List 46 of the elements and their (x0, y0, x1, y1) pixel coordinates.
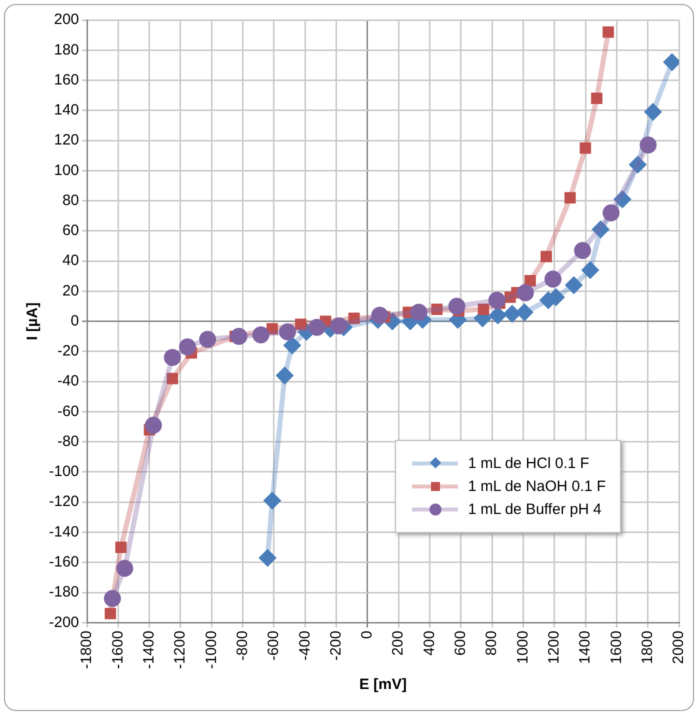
legend-label: 1 mL de Buffer pH 4 (468, 501, 602, 518)
x-tick-label: 1200 (546, 630, 563, 664)
x-tick-label: 200 (390, 630, 407, 656)
y-tick-label: 60 (62, 222, 80, 240)
y-tick-label: -80 (57, 432, 80, 450)
x-tick-label: -800 (234, 630, 251, 661)
y-tick-label: -140 (48, 523, 80, 540)
x-tick-label: -1600 (109, 630, 126, 670)
y-tick-label: -100 (48, 463, 80, 480)
y-tick-label: -60 (57, 402, 80, 420)
x-axis-title: E [mV] (359, 676, 407, 694)
x-tick-label: 2000 (670, 630, 688, 664)
y-tick-label: 20 (62, 282, 80, 300)
x-tick-label: -400 (296, 630, 314, 661)
x-tick-label: -1400 (140, 630, 158, 670)
y-tick-label: -200 (48, 614, 80, 631)
y-tick-label: 180 (54, 41, 80, 58)
y-tick-label: 140 (54, 102, 80, 119)
x-tick-label: 800 (483, 630, 500, 656)
x-tick-label: 400 (420, 630, 438, 656)
x-tick-label: 600 (452, 630, 470, 656)
y-tick-label: -180 (48, 584, 80, 601)
y-tick-label: 0 (70, 312, 80, 330)
y-tick-label: -160 (48, 554, 80, 571)
x-tick-label: -600 (265, 630, 282, 661)
legend-label: 1 mL de NaOH 0.1 F (468, 478, 606, 495)
x-tick-label: 1400 (576, 630, 594, 664)
x-tick-label: 1600 (608, 630, 625, 664)
y-tick-label: -40 (57, 372, 80, 390)
y-tick-label: 80 (62, 192, 80, 209)
y-tick-label: 100 (54, 162, 80, 179)
x-tick-label: -1800 (78, 630, 96, 670)
x-tick-label: -1200 (172, 630, 189, 670)
y-tick-label: 200 (54, 11, 80, 28)
y-tick-label: -120 (48, 493, 80, 510)
y-tick-label: -20 (57, 342, 80, 360)
x-tick-label: 1000 (514, 630, 532, 664)
y-axis-title: I [µA] (24, 302, 42, 340)
legend-label: 1 mL de HCl 0.1 F (468, 455, 590, 472)
x-tick-label: -1000 (202, 630, 220, 670)
x-tick-label: 1800 (638, 630, 656, 664)
x-tick-label: 0 (358, 630, 376, 639)
y-tick-label: 40 (62, 252, 80, 270)
y-tick-label: 120 (54, 132, 80, 149)
y-tick-label: 160 (54, 71, 80, 88)
x-tick-label: -200 (327, 630, 344, 661)
